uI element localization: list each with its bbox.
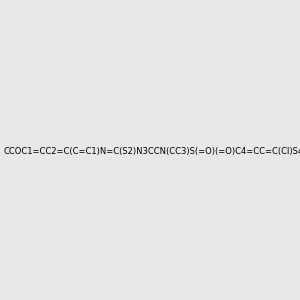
Text: CCOC1=CC2=C(C=C1)N=C(S2)N3CCN(CC3)S(=O)(=O)C4=CC=C(Cl)S4: CCOC1=CC2=C(C=C1)N=C(S2)N3CCN(CC3)S(=O)(… bbox=[4, 147, 300, 156]
